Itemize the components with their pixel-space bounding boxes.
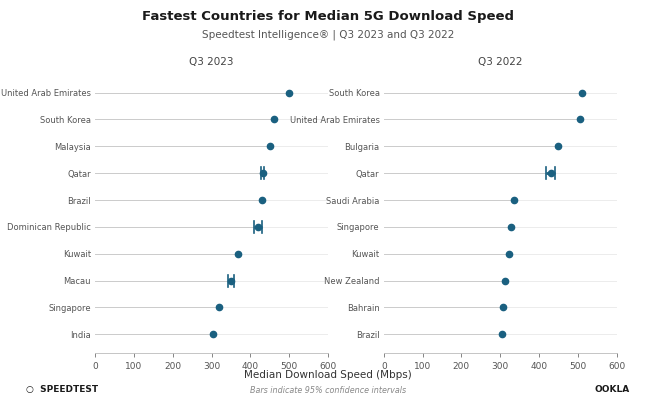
Text: Speedtest Intelligence® | Q3 2023 and Q3 2022: Speedtest Intelligence® | Q3 2023 and Q3… (202, 30, 454, 40)
Text: ○  SPEEDTEST: ○ SPEEDTEST (26, 385, 98, 394)
Text: OOKLA: OOKLA (594, 385, 630, 394)
Text: Fastest Countries for Median 5G Download Speed: Fastest Countries for Median 5G Download… (142, 10, 514, 23)
Title: Q3 2022: Q3 2022 (478, 57, 522, 67)
Text: Bars indicate 95% confidence intervals: Bars indicate 95% confidence intervals (250, 386, 406, 395)
Text: Median Download Speed (Mbps): Median Download Speed (Mbps) (244, 370, 412, 380)
Title: Q3 2023: Q3 2023 (190, 57, 234, 67)
